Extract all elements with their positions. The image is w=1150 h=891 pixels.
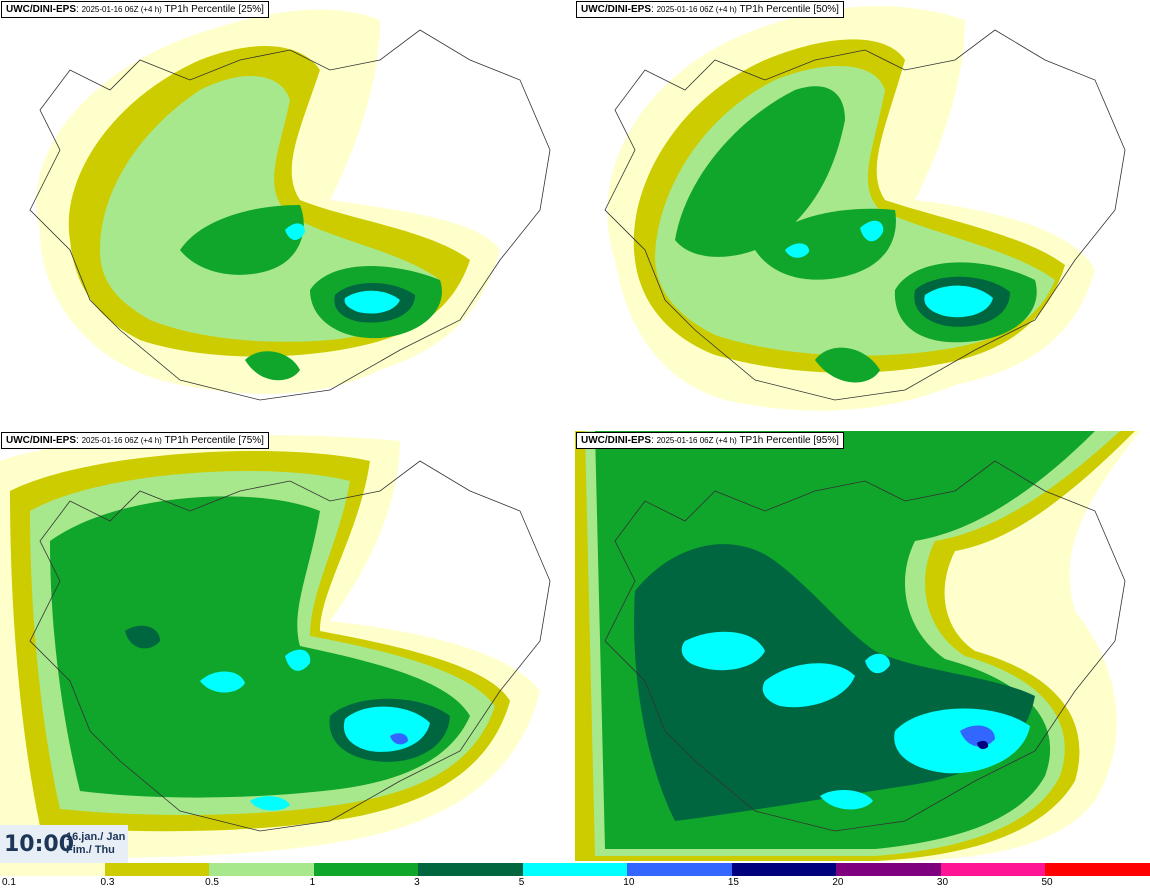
color-scale-segment: [627, 863, 733, 876]
color-scale-tick-label: 15: [727, 877, 739, 888]
color-scale-segment: [522, 863, 628, 876]
precip-field-green: [755, 208, 896, 280]
precip-map-p75: [0, 435, 551, 858]
island-coastline: [604, 460, 1126, 832]
valid-date: 16.jan./ Jan Fim./ Thu: [66, 831, 126, 856]
color-scale-tick-label: 5: [518, 877, 525, 888]
precip-field-green: [180, 205, 304, 275]
precip-field-cyan: [865, 653, 890, 674]
color-scale-segment: [104, 863, 210, 876]
precip-field-cyan: [200, 671, 245, 693]
color-scale-tick-label: 50: [1041, 877, 1053, 888]
precip-field-blue: [960, 725, 995, 747]
precip-field-cyan: [343, 706, 430, 752]
color-scale-segment: [0, 863, 106, 876]
precip-field-cyan: [860, 220, 884, 242]
precip-field-cyan: [785, 243, 810, 258]
precip-field-green: [815, 347, 880, 383]
precip-field-cyan: [820, 789, 873, 810]
color-scale-tick-label: 1: [309, 877, 316, 888]
precip-field-cyan: [285, 223, 305, 240]
panel-title: UWC/DINI-EPS: 2025-01-16 06Z (+4 h) TP1h…: [576, 1, 844, 18]
precip-field-cyan: [681, 631, 765, 671]
color-scale-tick-label: 20: [832, 877, 844, 888]
panel-title: UWC/DINI-EPS: 2025-01-16 06Z (+4 h) TP1h…: [1, 432, 269, 449]
panel-title: UWC/DINI-EPS: 2025-01-16 06Z (+4 h) TP1h…: [1, 1, 269, 18]
map-panel-p75: UWC/DINI-EPS: 2025-01-16 06Z (+4 h) TP1h…: [0, 431, 575, 861]
color-scale-labels: 0.1 0.3 0.5 1 3 5 10 15 20 30 50: [0, 876, 1150, 891]
precip-field-blue: [390, 733, 408, 745]
valid-time-box: 10:00 16.jan./ Jan Fim./ Thu: [0, 825, 128, 863]
map-panel-p95: UWC/DINI-EPS: 2025-01-16 06Z (+4 h) TP1h…: [575, 431, 1150, 861]
precip-map-p25: [29, 9, 551, 401]
panel-title: UWC/DINI-EPS: 2025-01-16 06Z (+4 h) TP1h…: [576, 432, 844, 449]
precip-field-cyan: [924, 285, 993, 318]
color-scale-segment: [418, 863, 524, 876]
map-panel-p50: UWC/DINI-EPS: 2025-01-16 06Z (+4 h) TP1h…: [575, 0, 1150, 430]
color-scale-bar: [0, 863, 1150, 876]
color-scale-tick-label: 30: [936, 877, 949, 888]
color-scale-tick-label: 0.3: [100, 877, 115, 888]
color-scale-segment: [209, 863, 315, 876]
precip-field-green: [675, 86, 845, 257]
color-scale-tick-label: 3: [414, 877, 420, 888]
color-scale-segment: [313, 863, 419, 876]
valid-hour: 10:00: [4, 832, 75, 857]
precip-field-cyan: [762, 663, 855, 708]
precip-field-cyan: [285, 649, 311, 671]
island-coastline: [29, 29, 551, 401]
color-scale-tick-label: 0.5: [205, 877, 219, 888]
color-scale-segment: [836, 863, 942, 876]
precip-map-p95: [575, 431, 1140, 861]
precip-field-cyan: [344, 290, 400, 314]
precip-field-navy: [977, 740, 989, 750]
precip-field-green: [245, 351, 300, 381]
color-scale-segment: [731, 863, 837, 876]
color-scale-tick-label: 10: [623, 877, 635, 888]
precip-field-darkgreen: [125, 625, 160, 649]
color-scale-segment: [1045, 863, 1150, 876]
island-coastline: [604, 29, 1126, 401]
island-coastline: [29, 460, 551, 832]
map-panel-p25: UWC/DINI-EPS: 2025-01-16 06Z (+4 h) TP1h…: [0, 0, 575, 430]
precip-field-cyan: [894, 708, 1030, 774]
color-scale-segment: [940, 863, 1046, 876]
precip-map-p50: [604, 6, 1126, 411]
color-scale-tick-label: 0.1: [2, 877, 16, 888]
precip-field-cyan: [250, 796, 290, 811]
